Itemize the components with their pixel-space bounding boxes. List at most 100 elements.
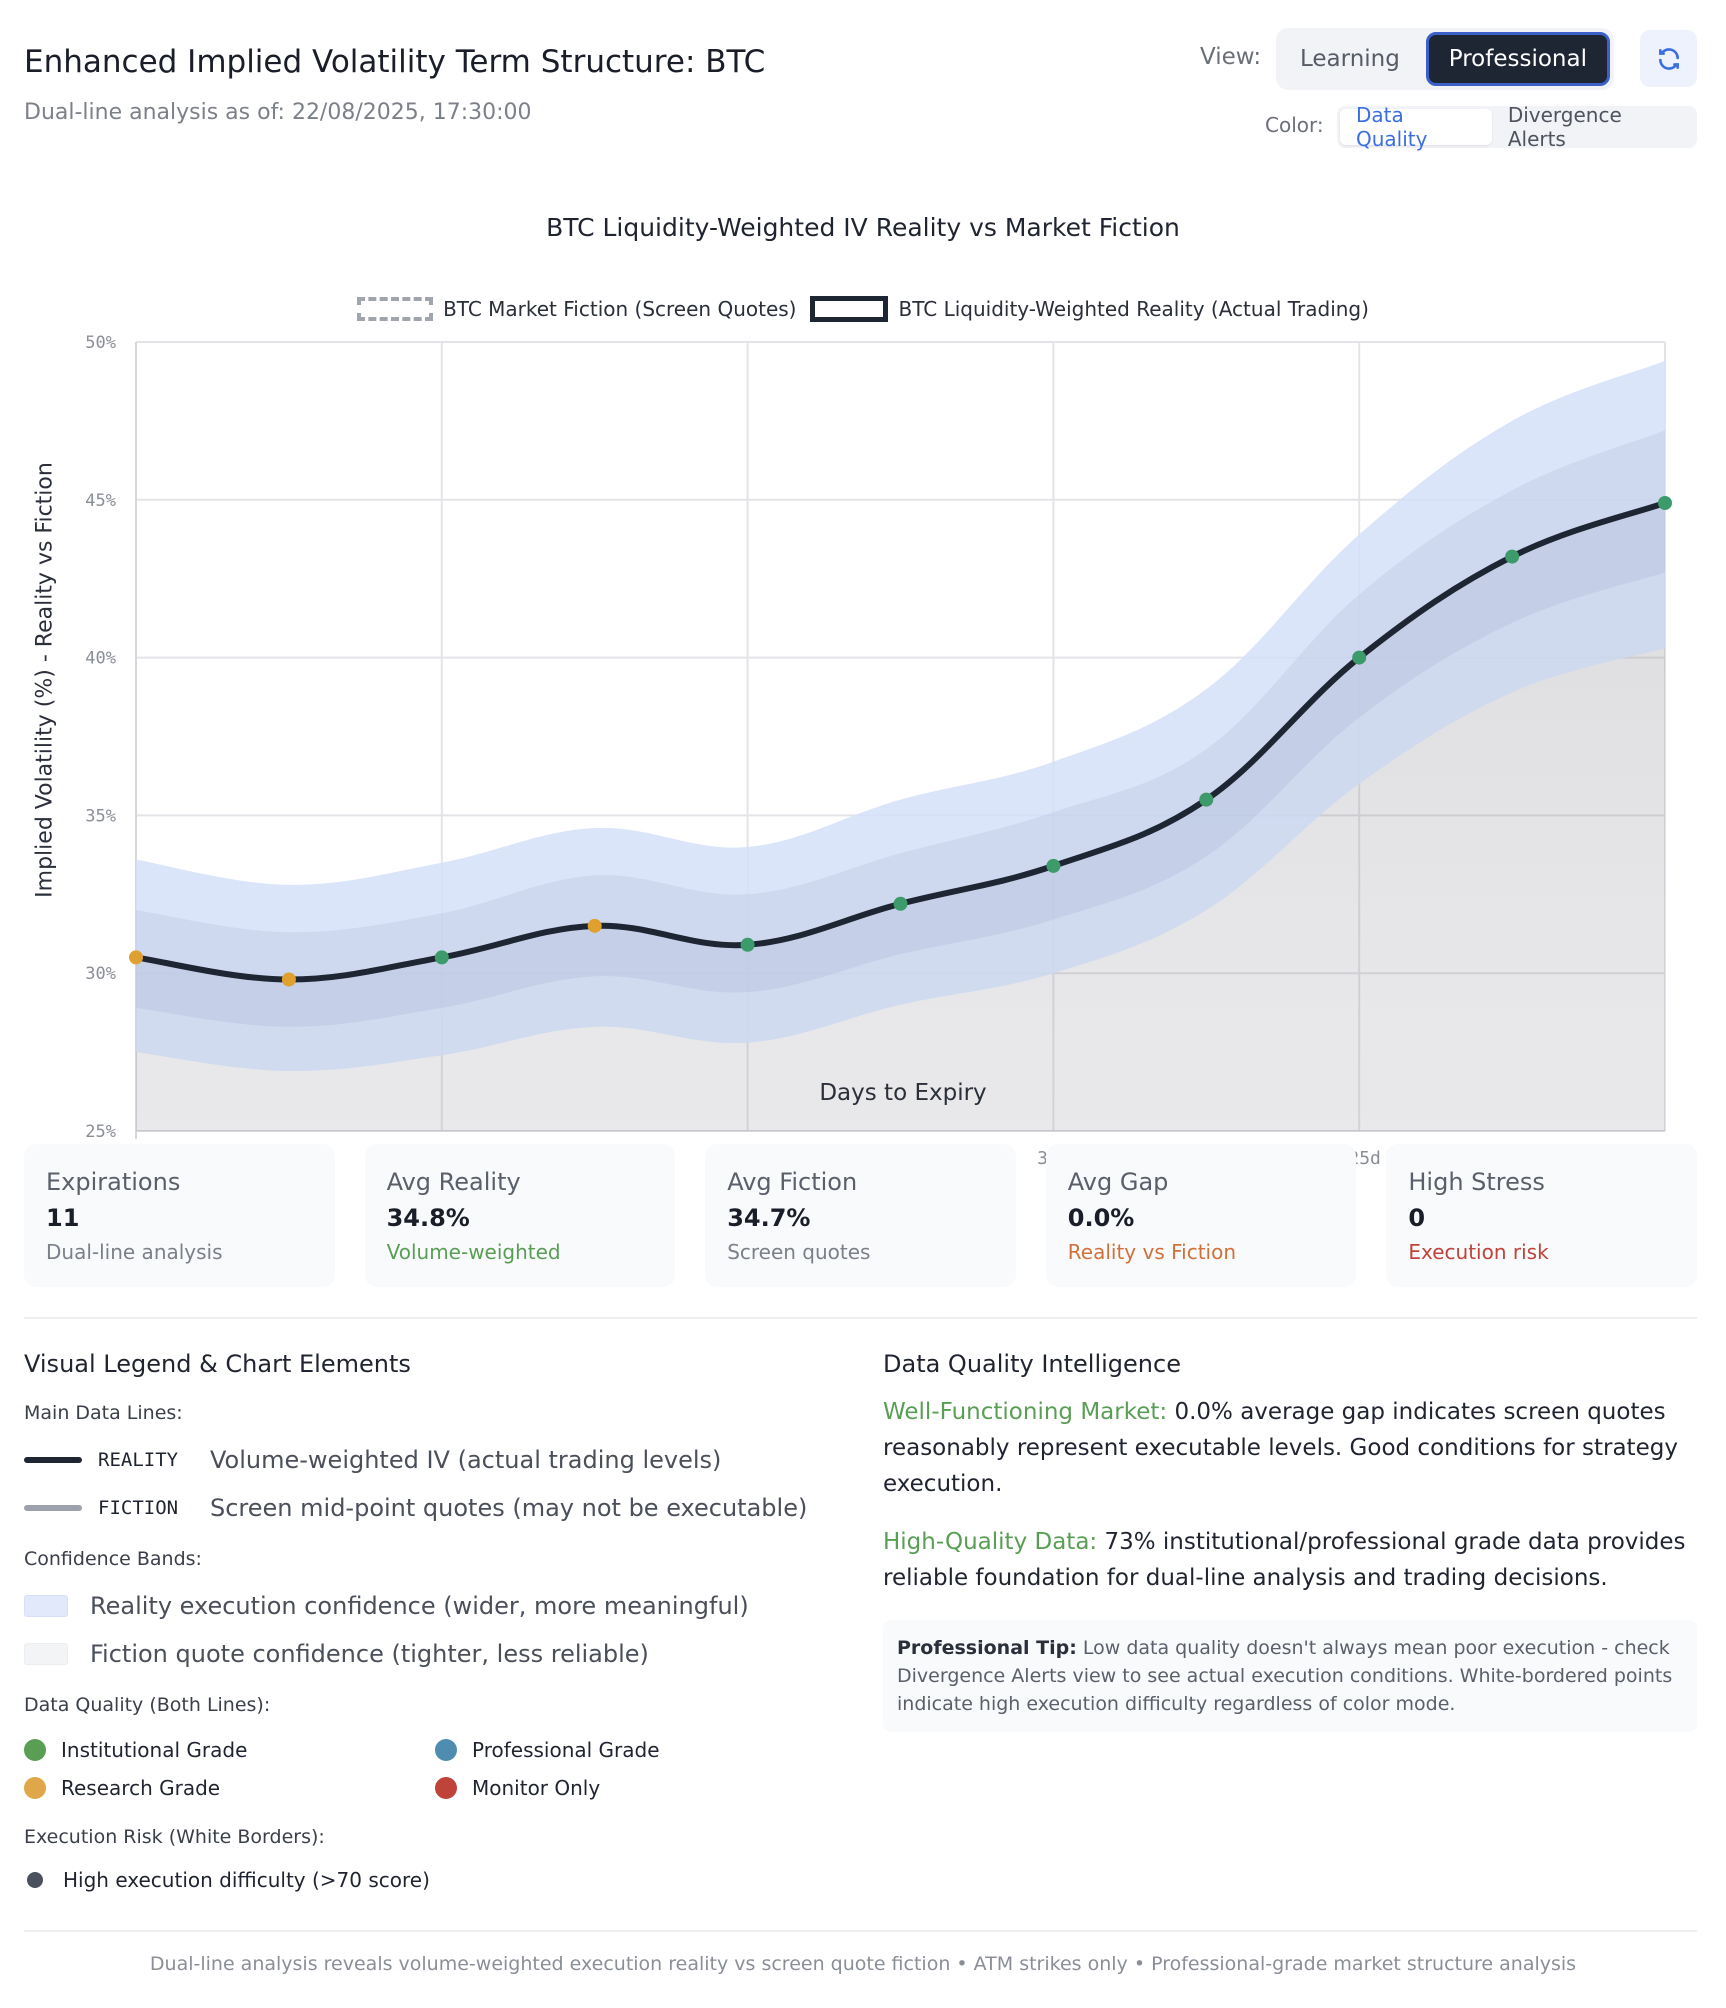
stat-value: 11	[46, 1204, 80, 1232]
fiction-line-swatch	[24, 1505, 82, 1511]
data-point-institutional	[740, 937, 755, 952]
grade-monitor: Monitor Only	[435, 1776, 835, 1800]
data-point-institutional	[1658, 495, 1672, 510]
grade-label: Research Grade	[61, 1776, 221, 1800]
tip-heading: Professional Tip:	[897, 1637, 1077, 1659]
reality-code: REALITY	[98, 1449, 179, 1471]
data-point-institutional	[1046, 858, 1061, 873]
color-data-quality-button[interactable]: Data Quality	[1340, 103, 1492, 151]
stat-label: Avg Fiction	[727, 1168, 858, 1196]
reality-under-shade	[136, 502, 1665, 1131]
page-subtitle: Dual-line analysis as of: 22/08/2025, 17…	[24, 100, 532, 125]
stat-sub: Volume-weighted	[386, 1240, 561, 1264]
reality-desc: Volume-weighted IV (actual trading level…	[210, 1446, 722, 1474]
grade-professional: Professional Grade	[435, 1738, 835, 1762]
tip-body: Low data quality doesn't always mean poo…	[897, 1637, 1673, 1715]
footer-text: Dual-line analysis reveals volume-weight…	[149, 1953, 1577, 1975]
intelligence-market-paragraph: Well-Functioning Market: 0.0% average ga…	[883, 1394, 1697, 1502]
high-risk-dot-icon	[27, 1872, 43, 1888]
fiction-code: FICTION	[98, 1497, 179, 1519]
y-tick-label: 40%	[85, 649, 116, 669]
stat-value: 34.7%	[727, 1204, 811, 1232]
stat-label: Avg Gap	[1067, 1168, 1169, 1196]
stat-sub: Screen quotes	[727, 1240, 871, 1264]
stat-sub: Reality vs Fiction	[1067, 1240, 1237, 1264]
chart-legend: BTC Market Fiction (Screen Quotes) BTC L…	[0, 296, 1726, 322]
data-heading: High-Quality Data:	[883, 1529, 1098, 1555]
risk-row: High execution difficulty (>70 score)	[24, 1868, 844, 1892]
data-point-institutional	[893, 896, 908, 911]
reality-band-desc: Reality execution confidence (wider, mor…	[90, 1592, 749, 1620]
y-tick-label: 50%	[85, 333, 116, 353]
market-body: 0.0% average gap indicates screen quotes…	[883, 1399, 1678, 1497]
legend-swatch-fiction	[357, 297, 434, 321]
main-lines-title: Main Data Lines:	[24, 1402, 183, 1424]
stats-row: Expirations 11 Dual-line analysis Avg Re…	[24, 1144, 1697, 1287]
institutional-dot-icon	[24, 1739, 46, 1761]
view-learning-button[interactable]: Learning	[1300, 46, 1400, 72]
data-point-research	[587, 918, 602, 933]
divider	[24, 1317, 1697, 1319]
legend-row-reality: REALITY Volume-weighted IV (actual tradi…	[24, 1446, 844, 1474]
fiction-band-desc: Fiction quote confidence (tighter, less …	[90, 1640, 649, 1668]
legend-item-fiction[interactable]: BTC Market Fiction (Screen Quotes)	[357, 297, 796, 321]
y-tick-label: 30%	[85, 964, 116, 984]
legend-label-reality: BTC Liquidity-Weighted Reality (Actual T…	[898, 297, 1369, 321]
refresh-icon	[1658, 47, 1679, 70]
intelligence-section: Data Quality Intelligence Well-Functioni…	[883, 1350, 1697, 1596]
professional-dot-icon	[435, 1739, 457, 1761]
stat-sub: Execution risk	[1408, 1240, 1549, 1264]
x-axis-label: Days to Expiry	[819, 1080, 987, 1106]
color-label: Color:	[1265, 113, 1324, 137]
legend-item-reality[interactable]: BTC Liquidity-Weighted Reality (Actual T…	[810, 296, 1369, 322]
refresh-button[interactable]	[1640, 30, 1697, 87]
y-tick-label: 25%	[85, 1122, 116, 1142]
data-point-institutional	[1505, 549, 1520, 564]
view-toggle: Learning Professional	[1276, 28, 1614, 90]
risk-title: Execution Risk (White Borders):	[24, 1826, 325, 1848]
footer-divider	[24, 1930, 1697, 1932]
reality-line-swatch	[24, 1457, 82, 1463]
chart-plot: 25% 30% 35% 40% 45% 50% 1d 3d 13d 34d 12…	[85, 333, 1686, 1169]
reality-confidence-band	[136, 360, 1665, 1072]
reality-band-swatch	[24, 1595, 68, 1617]
legend-row-fiction: FICTION Screen mid-point quotes (may not…	[24, 1494, 844, 1522]
stat-label: Expirations	[46, 1168, 181, 1196]
data-point-research	[129, 950, 143, 965]
research-dot-icon	[24, 1777, 46, 1799]
data-body: 73% institutional/professional grade dat…	[883, 1529, 1686, 1591]
chart-title: BTC Liquidity-Weighted IV Reality vs Mar…	[546, 213, 1180, 242]
data-point-institutional	[1352, 650, 1367, 665]
stat-card-high-stress: High Stress 0 Execution risk	[1386, 1144, 1697, 1287]
bands-title: Confidence Bands:	[24, 1548, 202, 1570]
grade-label: Monitor Only	[472, 1776, 601, 1800]
fiction-band-swatch	[24, 1643, 68, 1665]
monitor-dot-icon	[435, 1777, 457, 1799]
stat-card-expirations: Expirations 11 Dual-line analysis	[24, 1144, 335, 1287]
stat-sub: Dual-line analysis	[46, 1240, 223, 1264]
intelligence-title: Data Quality Intelligence	[883, 1350, 1181, 1378]
y-tick-label: 45%	[85, 491, 116, 511]
color-toggle: Data Quality Divergence Alerts	[1337, 103, 1697, 151]
data-point-institutional	[434, 950, 449, 965]
visual-legend-title: Visual Legend & Chart Elements	[24, 1350, 411, 1378]
intelligence-data-paragraph: High-Quality Data: 73% institutional/pro…	[883, 1524, 1697, 1596]
grade-grid: Institutional Grade Professional Grade R…	[24, 1738, 844, 1800]
grade-research: Research Grade	[24, 1776, 435, 1800]
color-divergence-alerts-button[interactable]: Divergence Alerts	[1507, 103, 1622, 151]
view-professional-button[interactable]: Professional	[1425, 32, 1610, 86]
market-heading: Well-Functioning Market:	[883, 1399, 1168, 1425]
quality-title: Data Quality (Both Lines):	[24, 1694, 271, 1716]
view-label: View:	[1200, 44, 1262, 70]
stat-label: Avg Reality	[386, 1168, 521, 1196]
grade-label: Institutional Grade	[61, 1738, 248, 1762]
stat-value: 34.8%	[386, 1204, 470, 1232]
stat-card-avg-gap: Avg Gap 0.0% Reality vs Fiction	[1045, 1144, 1357, 1287]
stat-label: High Stress	[1408, 1168, 1545, 1196]
stat-card-avg-fiction: Avg Fiction 34.7% Screen quotes	[705, 1144, 1016, 1287]
professional-tip: Professional Tip: Low data quality doesn…	[883, 1620, 1697, 1732]
legend-row-reality-band: Reality execution confidence (wider, mor…	[24, 1592, 844, 1620]
legend-swatch-reality	[810, 296, 889, 322]
y-tick-label: 35%	[85, 806, 116, 826]
stat-value: 0.0%	[1067, 1204, 1135, 1232]
